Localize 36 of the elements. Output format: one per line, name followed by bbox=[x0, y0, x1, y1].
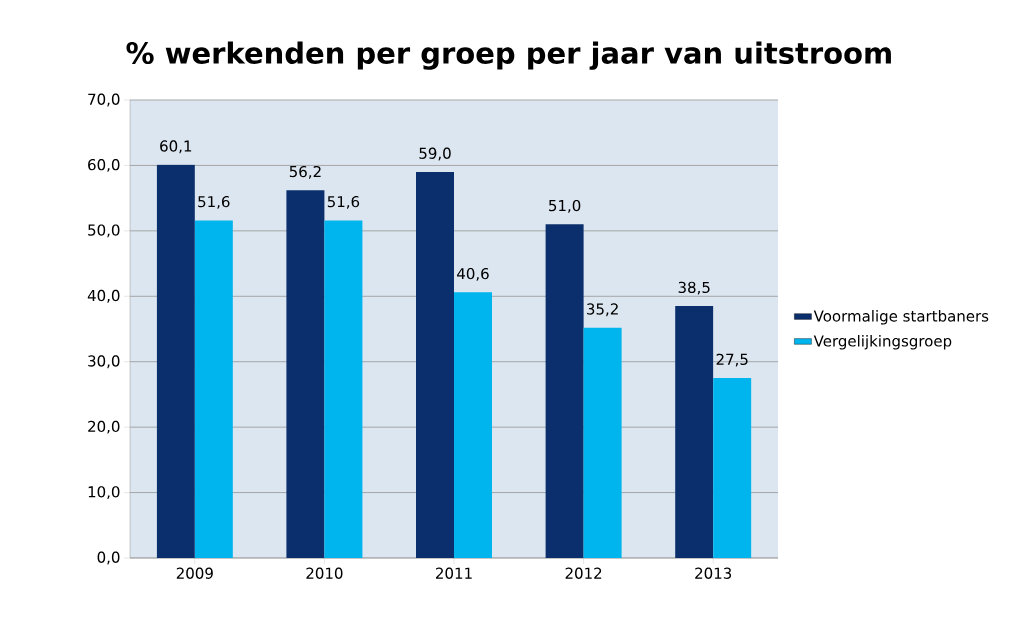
legend-label: Vergelijkingsgroep bbox=[813, 335, 952, 350]
bar bbox=[156, 164, 195, 558]
bar bbox=[583, 327, 622, 558]
y-tick-label: 0,0 bbox=[97, 551, 120, 565]
y-tick-label: 30,0 bbox=[88, 355, 120, 369]
y-tick-label: 20,0 bbox=[88, 420, 120, 434]
bar bbox=[194, 220, 233, 558]
data-label: 38,5 bbox=[678, 281, 710, 295]
data-label: 59,0 bbox=[419, 147, 451, 161]
x-tick-label: 2011 bbox=[436, 567, 472, 579]
x-tick-label: 2013 bbox=[695, 567, 732, 579]
y-tick-label: 70,0 bbox=[88, 93, 120, 107]
x-tick-label: 2009 bbox=[176, 567, 213, 579]
y-tick-label: 10,0 bbox=[88, 486, 120, 500]
bar bbox=[286, 190, 325, 558]
data-label: 60,1 bbox=[160, 140, 192, 154]
y-tick-label: 50,0 bbox=[88, 224, 120, 238]
data-label: 56,2 bbox=[289, 165, 321, 179]
bar bbox=[713, 378, 752, 558]
y-tick-label: 40,0 bbox=[87, 289, 120, 303]
x-tick-label: 2010 bbox=[306, 567, 343, 579]
data-label: 35,2 bbox=[587, 303, 618, 317]
legend-label: Voormalige startbaners bbox=[813, 310, 989, 325]
bar bbox=[324, 220, 363, 558]
data-label: 51,6 bbox=[327, 195, 360, 209]
bar bbox=[675, 306, 714, 558]
bar bbox=[454, 292, 492, 558]
data-label: 51,0 bbox=[549, 199, 581, 213]
chart-title: % werkenden per groep per jaar van uitstroom bbox=[126, 41, 891, 70]
bar bbox=[545, 224, 584, 558]
x-tick-label: 2012 bbox=[565, 567, 602, 579]
data-label: 27,5 bbox=[716, 353, 748, 367]
data-label: 51,6 bbox=[198, 195, 230, 209]
data-label: 40,6 bbox=[457, 267, 489, 281]
bar bbox=[416, 171, 455, 558]
y-tick-label: 60,0 bbox=[88, 158, 120, 172]
